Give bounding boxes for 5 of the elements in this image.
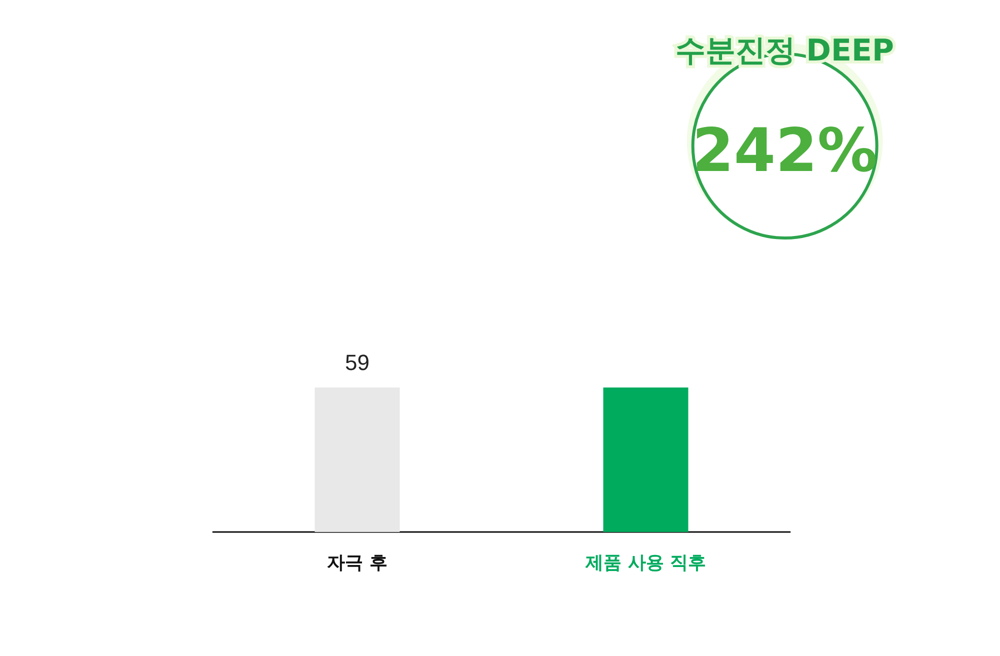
- text: 242%: [692, 116, 878, 186]
- text: 수분진정 DEEP: [676, 34, 894, 68]
- x-tick-label: 자극 후: [327, 552, 388, 574]
- x-tick-label: 제품 사용 직후: [584, 552, 706, 574]
- data-label: 59: [345, 350, 370, 375]
